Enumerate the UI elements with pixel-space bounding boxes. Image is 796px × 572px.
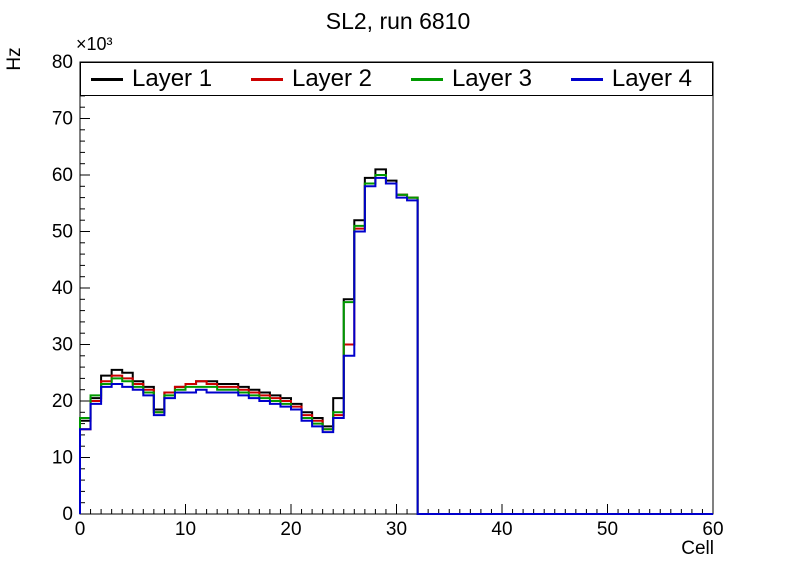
legend-entry-layer-1: Layer 1 [91, 67, 212, 91]
y-tick-label: 20 [52, 391, 73, 412]
legend-entry-layer-4: Layer 4 [570, 65, 692, 92]
y-tick-label: 40 [52, 278, 73, 299]
legend-label-layer-4: Layer 4 [611, 65, 692, 92]
y-tick-label: 0 [62, 504, 73, 525]
legend-entry-layer-2: Layer 2 [250, 65, 373, 92]
series-layer-4 [79, 176, 713, 515]
legend-label-layer-3: Layer 3 [451, 65, 532, 92]
legend-entry-layer-3: Layer 3 [410, 65, 532, 92]
x-tick-label: 50 [597, 519, 618, 540]
series-layer-1 [79, 168, 713, 515]
y-tick-label: 60 [52, 165, 73, 186]
legend-label-layer-1: Layer 1 [132, 65, 213, 92]
chart-title: SL2, run 6810 [325, 8, 471, 34]
legend-label-layer-2: Layer 2 [291, 65, 373, 92]
x-tick-label: 10 [175, 519, 196, 540]
legend-line-sample-1 [91, 77, 123, 81]
y-axis-multiplier: ×10³ [76, 34, 113, 54]
x-tick-label: 60 [702, 519, 723, 540]
x-axis-title: Cell [681, 538, 714, 559]
y-tick-label: 10 [52, 448, 73, 469]
legend: Layer 1 Layer 2 Layer 3 Layer 4 [80, 62, 713, 96]
legend-line-sample-2 [250, 77, 283, 81]
legend-line-sample-3 [410, 77, 443, 81]
x-tick-label: 0 [75, 519, 86, 540]
x-tick-label: 30 [386, 519, 407, 540]
x-tick-label: 20 [280, 519, 301, 540]
series-layer-2 [79, 174, 713, 515]
y-tick-label: 30 [52, 335, 73, 356]
series-layer-3 [79, 174, 713, 515]
legend-line-sample-4 [570, 77, 603, 81]
plot-frame [79, 61, 714, 515]
y-tick-label: 70 [52, 109, 73, 130]
y-tick-label: 80 [52, 52, 73, 73]
x-tick-label: 40 [491, 519, 512, 540]
y-axis-title: Hz [4, 47, 25, 71]
y-tick-label: 50 [52, 222, 73, 243]
